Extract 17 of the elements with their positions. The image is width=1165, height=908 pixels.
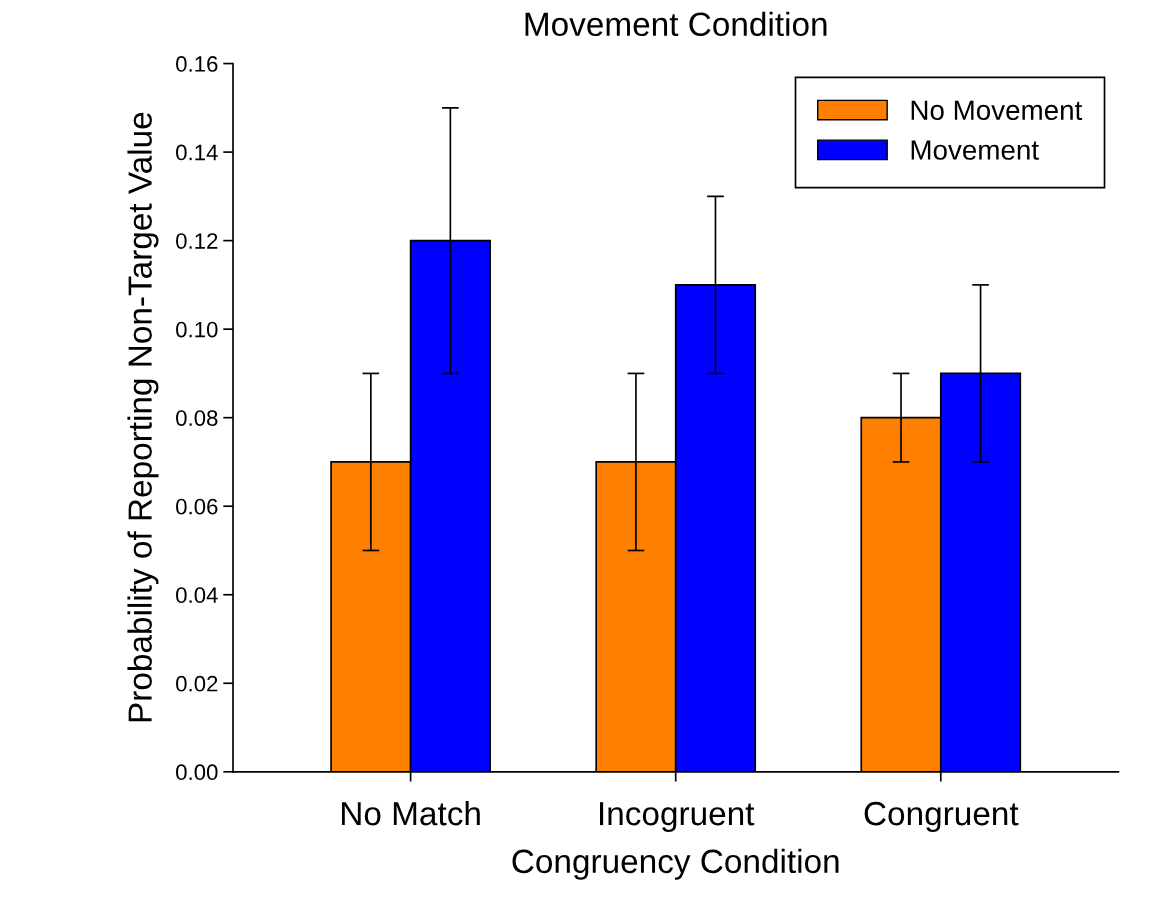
y-axis-title: Probability of Reporting Non-Target Value bbox=[127, 112, 159, 722]
y-tick-label: 0.08 bbox=[176, 410, 218, 426]
legend-label: No Movement bbox=[911, 100, 1083, 121]
x-axis-title: Congruency Condition bbox=[512, 848, 839, 880]
y-tick-label: 0.16 bbox=[176, 56, 218, 72]
y-tick-label: 0.14 bbox=[176, 144, 218, 161]
y-tick-label: 0.12 bbox=[176, 233, 218, 249]
y-tick-label: 0.02 bbox=[176, 675, 218, 692]
legend-label: Movement bbox=[911, 140, 1039, 160]
x-tick-label: No Match bbox=[342, 800, 480, 826]
y-tick-label: 0.06 bbox=[176, 498, 218, 515]
chart-title: Movement Condition bbox=[525, 11, 827, 37]
y-tick-label: 0.10 bbox=[176, 321, 218, 338]
x-tick-label: Congruent bbox=[864, 801, 1019, 833]
y-tick-label: 0.04 bbox=[176, 587, 218, 604]
y-tick-label: 0.00 bbox=[176, 764, 218, 781]
x-tick-label: Incogruent bbox=[600, 802, 755, 833]
